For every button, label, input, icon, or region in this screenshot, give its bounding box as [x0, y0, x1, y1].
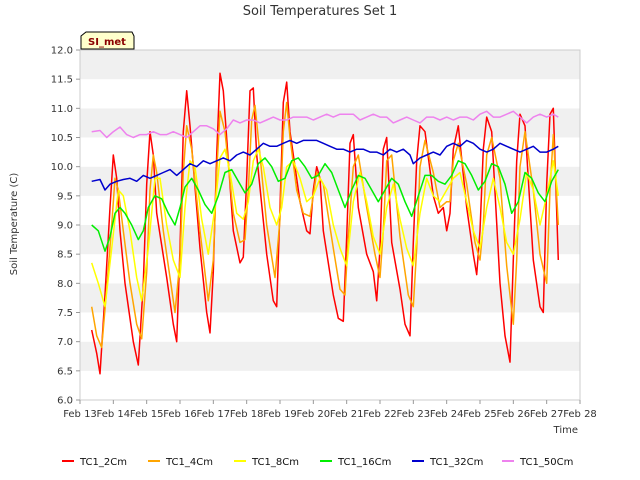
- y-tick-label: 11.5: [51, 75, 73, 86]
- grid-band: [80, 79, 580, 109]
- grid-band: [80, 108, 580, 138]
- y-tick-label: 10.0: [51, 162, 73, 173]
- series-line-tc1_16cm: [91, 157, 559, 252]
- y-tick-label: 7.0: [57, 337, 73, 348]
- y-tick-label: 11.0: [51, 104, 73, 115]
- y-tick-label: 7.5: [57, 308, 73, 319]
- x-tick-label: Feb 22: [363, 409, 397, 420]
- x-axis-label: Time: [553, 425, 578, 436]
- grid-band: [80, 283, 580, 313]
- site-badge: SI_met: [80, 31, 135, 50]
- y-tick-label: 12.0: [51, 46, 73, 57]
- y-axis: 6.0 6.5 7.0 7.5 8.0 8.5 9.0 9.5 10.0 10.5 11.0 11.5…: [51, 46, 80, 407]
- y-tick-label: 8.5: [57, 250, 73, 261]
- x-tick-label: Feb 20: [297, 409, 331, 420]
- grid-band: [80, 254, 580, 284]
- y-tick-label: 6.0: [57, 396, 73, 407]
- y-axis-label: Soil Temperature (C): [9, 173, 20, 276]
- y-tick-label: 10.5: [51, 133, 73, 144]
- grid-band: [80, 341, 580, 371]
- badge-box: [80, 31, 135, 50]
- x-tick-label: Feb 27: [530, 409, 564, 420]
- x-tick-label: Feb 24: [430, 409, 464, 420]
- x-tick-label: Feb 26: [497, 409, 531, 420]
- x-tick-label: Feb 16: [163, 409, 197, 420]
- series-lines: [90, 72, 560, 375]
- x-tick-label: Feb 17: [197, 409, 231, 420]
- y-tick-label: 9.5: [57, 191, 73, 202]
- legend-item-tc1_50cm: TC1_50Cm: [502, 457, 573, 468]
- x-tick-label: Feb 25: [463, 409, 497, 420]
- legend-item-tc1_2cm: TC1_2Cm: [62, 457, 127, 468]
- legend-item-tc1_16cm: TC1_16Cm: [320, 457, 391, 468]
- legend-item-tc1_4cm: TC1_4Cm: [148, 457, 213, 468]
- x-tick-label: Feb 15: [130, 409, 164, 420]
- x-tick-label: Feb 18: [230, 409, 264, 420]
- y-tick-label: 6.5: [57, 366, 73, 377]
- legend-label: TC1_50Cm: [519, 457, 573, 468]
- plot-bands: [80, 50, 580, 400]
- grid-band: [80, 50, 580, 80]
- x-tick-label: Feb 21: [330, 409, 364, 420]
- legend-item-tc1_8cm: TC1_8Cm: [234, 457, 299, 468]
- y-tick-label: 9.0: [57, 221, 73, 232]
- legend-label: TC1_2Cm: [79, 457, 127, 468]
- legend-label: TC1_16Cm: [337, 457, 391, 468]
- x-tick-label: Feb 13: [63, 409, 97, 420]
- x-axis: Feb 13 Feb 14 Feb 15 Feb 16 Feb 17 Feb 18 Feb …: [63, 400, 597, 420]
- legend-label: TC1_8Cm: [251, 457, 299, 468]
- grid-band: [80, 312, 580, 342]
- y-tick-label: 8.0: [57, 279, 73, 290]
- series-line-tc1_2cm: [90, 72, 560, 375]
- legend: TC1_2Cm TC1_4Cm TC1_8Cm TC1_16Cm TC1_32Cm TC1…: [62, 457, 573, 468]
- legend-item-tc1_32cm: TC1_32Cm: [412, 457, 483, 468]
- x-tick-label: Feb 23: [397, 409, 431, 420]
- series-line-tc1_32cm: [91, 139, 559, 191]
- series-line-tc1_8cm: [90, 148, 560, 308]
- legend-label: TC1_4Cm: [165, 457, 213, 468]
- x-tick-label: Feb 19: [263, 409, 297, 420]
- x-tick-label: Feb 28: [563, 409, 597, 420]
- badge-label: SI_met: [88, 37, 126, 48]
- chart-title: Soil Temperatures Set 1: [243, 4, 398, 19]
- legend-label: TC1_32Cm: [429, 457, 483, 468]
- x-tick-label: Feb 14: [97, 409, 131, 420]
- grid-band: [80, 370, 580, 400]
- series-line-tc1_50cm: [91, 110, 559, 139]
